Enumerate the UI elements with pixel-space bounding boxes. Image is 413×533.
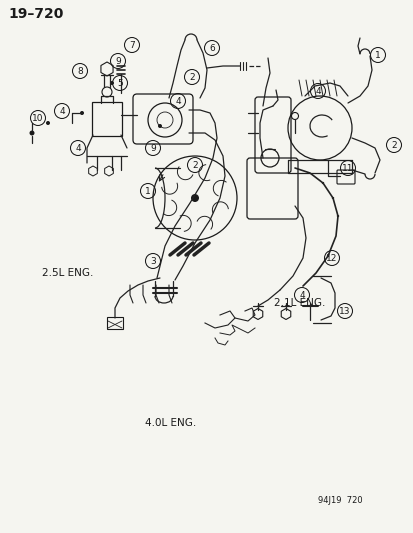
Text: 10: 10 bbox=[32, 114, 44, 123]
Text: 4: 4 bbox=[314, 86, 320, 95]
Text: 4.0L ENG.: 4.0L ENG. bbox=[145, 418, 196, 428]
Text: 2: 2 bbox=[189, 72, 195, 82]
Text: 12: 12 bbox=[325, 254, 337, 262]
Circle shape bbox=[110, 81, 114, 85]
Text: 4: 4 bbox=[75, 143, 81, 152]
Circle shape bbox=[29, 131, 34, 135]
Text: 5: 5 bbox=[117, 78, 123, 87]
Circle shape bbox=[158, 124, 161, 128]
Text: 6: 6 bbox=[209, 44, 214, 52]
Text: 4: 4 bbox=[299, 290, 304, 300]
Text: 7: 7 bbox=[129, 41, 135, 50]
Circle shape bbox=[190, 194, 199, 202]
Circle shape bbox=[80, 111, 84, 115]
Text: 2.1L ENG.: 2.1L ENG. bbox=[273, 298, 325, 308]
Text: 11: 11 bbox=[342, 164, 353, 173]
Text: 3: 3 bbox=[150, 256, 156, 265]
Text: 8: 8 bbox=[77, 67, 83, 76]
Text: 1: 1 bbox=[145, 187, 150, 196]
Text: 2.5L ENG.: 2.5L ENG. bbox=[42, 268, 93, 278]
Text: 9: 9 bbox=[150, 143, 156, 152]
Text: 2: 2 bbox=[390, 141, 396, 149]
Circle shape bbox=[46, 121, 50, 125]
Text: 94J19  720: 94J19 720 bbox=[317, 496, 362, 505]
Text: 9: 9 bbox=[115, 56, 121, 66]
Text: 13: 13 bbox=[338, 306, 350, 316]
Text: 19–720: 19–720 bbox=[8, 7, 63, 21]
Text: 4: 4 bbox=[175, 96, 180, 106]
Text: 4: 4 bbox=[59, 107, 65, 116]
Text: 2: 2 bbox=[192, 160, 197, 169]
Text: 1: 1 bbox=[374, 51, 380, 60]
